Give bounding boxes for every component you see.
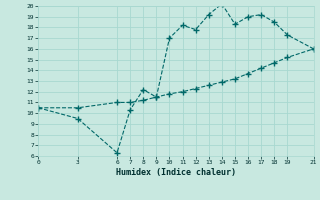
X-axis label: Humidex (Indice chaleur): Humidex (Indice chaleur) (116, 168, 236, 177)
